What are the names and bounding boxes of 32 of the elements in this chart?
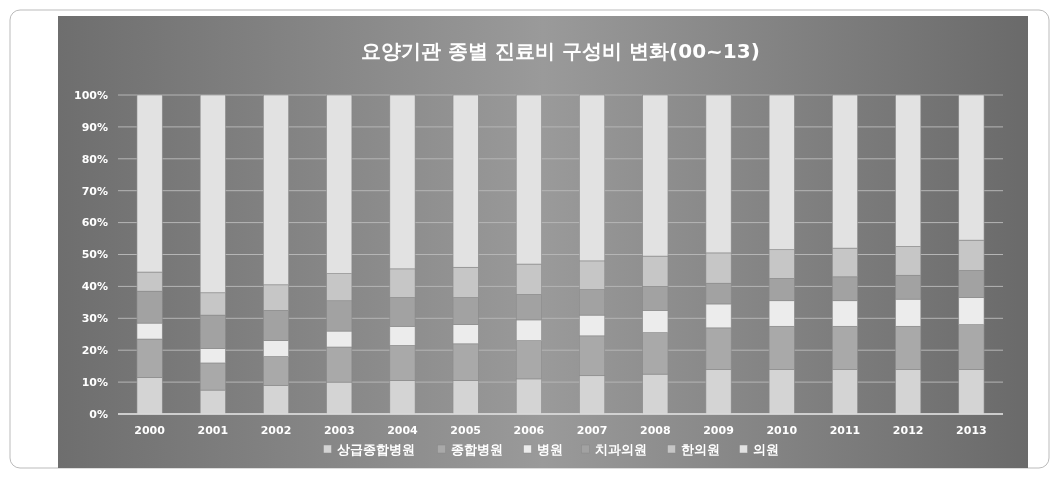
x-tick-label: 2011 (829, 424, 861, 437)
x-tick-label: 2008 (640, 424, 671, 437)
legend-label: 한의원 (680, 442, 720, 457)
y-tick-label: 10% (81, 375, 108, 389)
x-tick-label: 2012 (892, 424, 924, 437)
y-tick-label: 30% (81, 312, 108, 326)
x-tick-label: 2001 (197, 424, 229, 437)
legend-label: 종합병원 (450, 442, 503, 457)
legend-label: 의원 (752, 442, 779, 457)
legend-label: 상급종합병원 (336, 442, 415, 457)
y-tick-label: 50% (81, 248, 108, 262)
x-tick-label: 2002 (260, 424, 292, 437)
legend-label: 병원 (536, 442, 563, 457)
y-tick-label: 70% (81, 184, 108, 198)
x-tick-label: 2003 (323, 424, 355, 437)
x-tick-label: 2006 (513, 424, 545, 437)
x-tick-label: 2005 (450, 424, 481, 437)
x-tick-label: 2004 (387, 424, 419, 437)
x-tick-label: 2000 (134, 424, 166, 437)
legend-label: 치과의원 (594, 442, 647, 457)
x-tick-label: 2013 (956, 424, 987, 437)
y-tick-label: 20% (81, 344, 108, 358)
y-tick-label: 40% (81, 280, 108, 294)
y-tick-label: 0% (89, 407, 108, 421)
y-tick-label: 60% (81, 216, 108, 230)
chart-title: 요양기관 종별 진료비 구성비 변화(00~13) (361, 39, 760, 63)
y-tick-label: 90% (81, 120, 108, 134)
y-tick-label: 100% (74, 88, 108, 102)
x-tick-label: 2007 (576, 424, 608, 437)
x-tick-label: 2009 (703, 424, 734, 437)
y-tick-label: 80% (81, 152, 108, 166)
x-tick-label: 2010 (766, 424, 798, 437)
